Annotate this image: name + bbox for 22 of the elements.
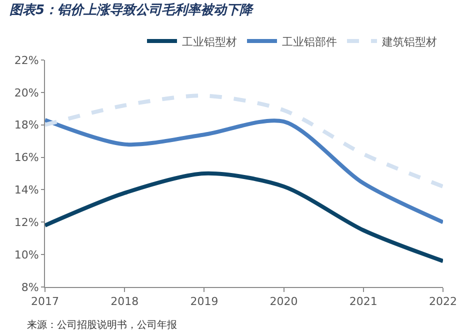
line-series bbox=[45, 171, 443, 264]
line-series bbox=[45, 118, 443, 224]
x-tick-label: 2022 bbox=[429, 295, 457, 308]
y-tick-label: 8% bbox=[21, 280, 39, 294]
x-tick-label: 2021 bbox=[349, 295, 378, 308]
x-tick-label: 2020 bbox=[270, 295, 298, 308]
line-series bbox=[45, 94, 443, 188]
source-note: 来源：公司招股说明书，公司年报 bbox=[27, 319, 177, 331]
legend-label: 工业铝型材 bbox=[182, 35, 237, 48]
legend-label: 建筑铝型材 bbox=[381, 35, 437, 48]
y-tick-label: 10% bbox=[14, 248, 39, 262]
y-tick-label: 14% bbox=[14, 184, 39, 197]
y-tick-label: 12% bbox=[14, 216, 39, 229]
x-tick-label: 2017 bbox=[31, 295, 59, 308]
y-tick-label: 22% bbox=[14, 54, 39, 67]
y-tick-label: 20% bbox=[14, 86, 39, 100]
x-tick-label: 2018 bbox=[110, 295, 139, 308]
y-tick-label: 18% bbox=[14, 118, 39, 132]
x-tick-label: 2019 bbox=[190, 295, 218, 308]
chart-title: 图表5：铝价上涨导致公司毛利率被动下降 bbox=[9, 2, 255, 18]
legend-label: 工业铝部件 bbox=[282, 35, 337, 48]
y-tick-label: 16% bbox=[14, 151, 39, 164]
